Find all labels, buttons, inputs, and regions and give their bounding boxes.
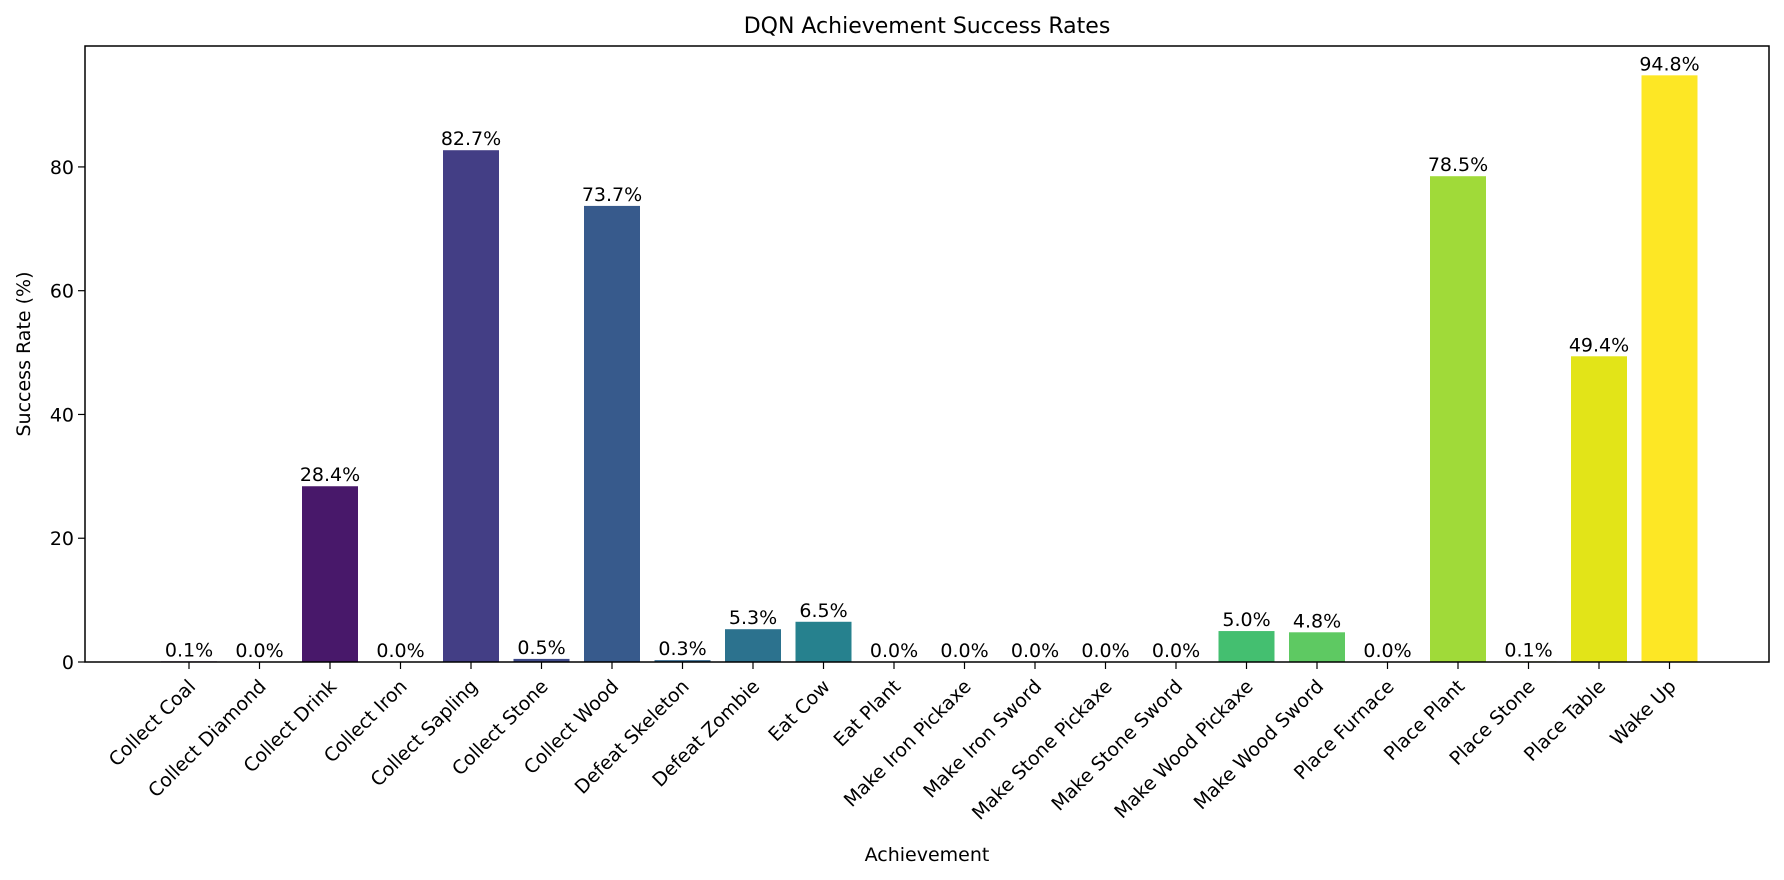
bar-value-label: 73.7%: [582, 184, 642, 206]
bar-value-label: 0.5%: [517, 637, 565, 659]
bar-value-label: 49.4%: [1569, 334, 1629, 356]
x-tick-label: Collect Diamond: [144, 676, 270, 802]
bar-value-label: 0.0%: [870, 640, 918, 662]
bar: [1430, 176, 1486, 663]
bar: [654, 660, 711, 662]
bar-value-label: 4.8%: [1293, 610, 1341, 632]
bar: [1571, 356, 1627, 662]
bar: [1218, 631, 1275, 662]
bar: [443, 150, 499, 662]
bar-value-label: 78.5%: [1428, 154, 1488, 176]
bar-value-label: 0.0%: [940, 640, 988, 662]
bar-value-label: 5.3%: [729, 607, 777, 629]
bar: [795, 621, 852, 662]
bars-group: [161, 75, 1698, 663]
x-axis-label: Achievement: [865, 844, 990, 866]
x-tick-label: Make Stone Sword: [1047, 676, 1187, 816]
bar-value-label: 0.0%: [1081, 640, 1129, 662]
bar: [725, 629, 781, 662]
plot-frame: [84, 45, 1770, 663]
bar-value-label: 5.0%: [1222, 609, 1270, 631]
x-tick-label: Make Iron Pickaxe: [840, 676, 976, 812]
bar-value-label: 0.0%: [1011, 640, 1059, 662]
y-tick-label: 80: [50, 157, 74, 179]
y-axis: 0 20 40 60 80: [50, 157, 85, 674]
y-axis-label: Success Rate (%): [13, 271, 35, 436]
value-labels-group: 0.1% 0.0% 28.4% 0.0% 82.7% 0.5% 73.7% 0.3% 5.3% 6…: [165, 53, 1700, 662]
x-tick-label: Make Wood Sword: [1190, 676, 1329, 815]
x-tick-label: Wake Up: [1606, 676, 1680, 750]
bar: [584, 205, 640, 663]
bar-value-label: 0.0%: [235, 640, 283, 662]
y-tick-label: 60: [50, 281, 74, 303]
bar-value-label: 28.4%: [300, 464, 360, 486]
y-tick-label: 0: [62, 652, 74, 674]
bar: [1289, 632, 1345, 662]
bar-value-label: 94.8%: [1639, 53, 1699, 75]
bar-value-label: 0.3%: [658, 638, 706, 660]
bar-value-label: 0.0%: [376, 640, 424, 662]
x-tick-label: Make Iron Sword: [919, 676, 1046, 803]
bar-value-label: 0.1%: [1504, 639, 1552, 661]
x-tick-label: Make Stone Pickaxe: [968, 676, 1117, 825]
x-tick-label: Make Wood Pickaxe: [1110, 676, 1257, 823]
chart-title: DQN Achievement Success Rates: [744, 14, 1111, 39]
bar: [1641, 75, 1698, 663]
y-tick-label: 40: [50, 404, 74, 426]
bar-value-label: 0.0%: [1363, 640, 1411, 662]
bar-value-label: 0.1%: [165, 639, 213, 661]
bar: [302, 486, 358, 662]
bar-value-label: 0.0%: [1152, 640, 1200, 662]
x-tick-label: Eat Cow: [764, 676, 834, 746]
y-tick-label: 20: [50, 528, 74, 550]
bar-value-label: 6.5%: [799, 600, 847, 622]
bar-value-label: 82.7%: [441, 128, 501, 150]
bar: [513, 658, 570, 662]
x-tick-label: Eat Plant: [829, 676, 905, 752]
